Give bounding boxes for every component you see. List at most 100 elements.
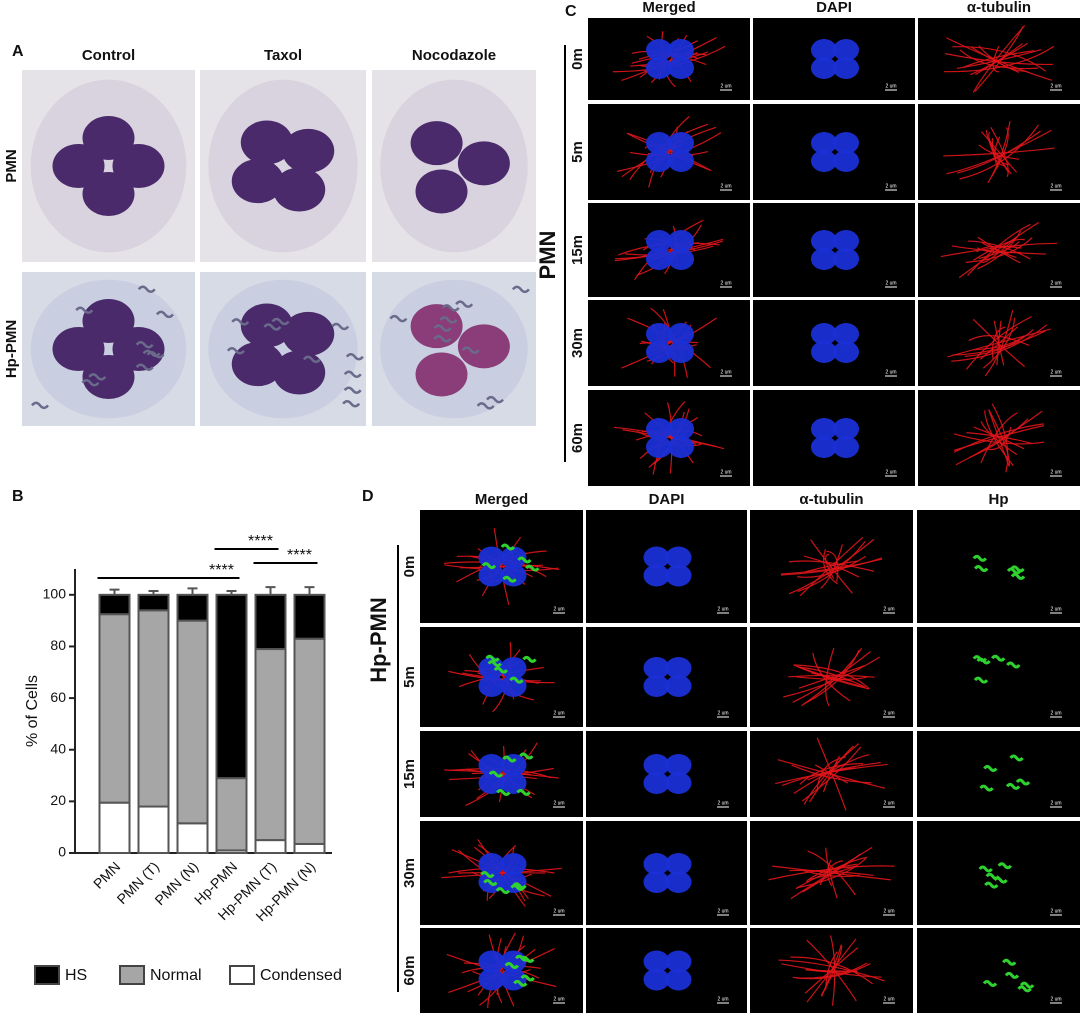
nucleus — [646, 341, 672, 363]
fluorescence-image: 2 um — [917, 731, 1080, 817]
image-bg — [917, 510, 1080, 623]
nucleus — [646, 132, 672, 154]
nucleus — [665, 564, 692, 587]
bacterium — [331, 322, 350, 331]
microtubule — [493, 528, 510, 605]
fluorescence-image: 2 um — [750, 928, 913, 1013]
microtubule — [993, 320, 1005, 366]
nucleus — [665, 657, 692, 679]
bacterium — [485, 654, 500, 662]
nucleus — [811, 341, 837, 363]
bacterium — [525, 564, 540, 572]
nucleus — [643, 754, 670, 776]
microtubule — [825, 847, 838, 899]
fluorescence-image: 2 um — [588, 18, 750, 100]
image-bg — [917, 731, 1080, 817]
y-axis-label: % of Cells — [24, 675, 41, 747]
error-bar — [187, 587, 198, 595]
bar-segment — [176, 593, 209, 622]
scale-bar-label: 2 um — [885, 183, 896, 189]
error-bar — [109, 588, 120, 595]
scale-bar-label: 2 um — [717, 800, 728, 806]
image-bg — [586, 627, 747, 727]
fluorescence-image: 2 um — [753, 104, 915, 200]
micrograph — [372, 272, 536, 426]
bacterium — [441, 304, 460, 312]
fluorescence-image: 2 um — [917, 821, 1080, 925]
bar-segment — [293, 637, 326, 845]
microtubule — [790, 956, 874, 985]
bacterium — [486, 395, 504, 404]
nucleus — [833, 230, 859, 252]
nucleus — [500, 657, 527, 679]
legend-label: HS — [65, 967, 87, 984]
scale-bar: 2 um — [883, 710, 895, 718]
nucleus — [646, 230, 672, 252]
nucleus — [833, 341, 859, 363]
image-bg — [753, 203, 915, 297]
panel-label: C — [565, 3, 577, 20]
scale-bar-label: 2 um — [553, 710, 564, 716]
nucleus — [833, 436, 859, 458]
nucleus — [668, 436, 694, 458]
micrograph — [200, 272, 366, 426]
bacterium — [510, 884, 525, 892]
scale-bar-label: 2 um — [717, 710, 728, 716]
microtubule — [801, 746, 862, 802]
nucleus-lobe — [457, 324, 510, 369]
fluorescence-image: 2 um — [588, 104, 750, 200]
nucleus — [668, 418, 694, 440]
image-bg — [918, 203, 1080, 297]
nucleus — [478, 754, 505, 776]
nucleus-lobe — [273, 350, 326, 395]
nucleus — [665, 950, 692, 973]
bacterium — [480, 870, 495, 878]
nucleus-lobe — [231, 159, 284, 204]
fluorescence-image: 2 um — [918, 203, 1080, 297]
nucleus-lobe — [82, 299, 135, 343]
row-header: 5m — [401, 666, 418, 688]
nucleus-lobe — [112, 144, 165, 188]
microtubule — [768, 865, 895, 881]
cell-body — [30, 79, 187, 253]
fluorescence-image: 2 um — [750, 731, 913, 817]
nucleus — [478, 968, 505, 991]
legend-swatch — [119, 965, 145, 985]
error-bar — [148, 589, 159, 595]
nucleus — [811, 150, 837, 172]
microtubule — [967, 240, 1031, 260]
microtubule — [826, 859, 833, 887]
bacterium — [509, 676, 524, 684]
nucleus — [643, 950, 670, 973]
microtubule — [978, 144, 1020, 160]
cell-body — [30, 279, 187, 419]
microtubule — [793, 753, 870, 794]
image-bg — [918, 18, 1080, 100]
bar-segment — [215, 593, 248, 780]
nucleus — [643, 675, 670, 697]
microtubule — [996, 320, 1002, 366]
column-header: Nocodazole — [412, 47, 496, 64]
bar-segment — [176, 619, 209, 825]
bar-segment — [215, 777, 248, 852]
microtubule — [944, 45, 1055, 73]
image-bg — [588, 18, 750, 100]
nucleus-lobe — [82, 172, 135, 216]
nucleus — [500, 772, 527, 794]
microtubule — [991, 403, 1009, 473]
nucleus — [500, 754, 527, 776]
fluorescence-image: 2 um — [917, 627, 1080, 727]
scale-bar-label: 2 um — [1050, 908, 1061, 914]
microtubule — [805, 969, 858, 972]
bacterium — [135, 363, 154, 371]
nucleus — [811, 418, 837, 440]
nucleus — [833, 150, 859, 172]
scale-bar-label: 2 um — [885, 469, 896, 475]
nucleus-lobe — [82, 355, 135, 399]
scale-bar-label: 2 um — [720, 280, 731, 286]
bacterium — [983, 765, 998, 772]
y-tick-label: 40 — [50, 740, 66, 756]
microtubule — [947, 328, 1051, 358]
significance-label: **** — [209, 562, 234, 579]
bacterium — [88, 373, 107, 381]
